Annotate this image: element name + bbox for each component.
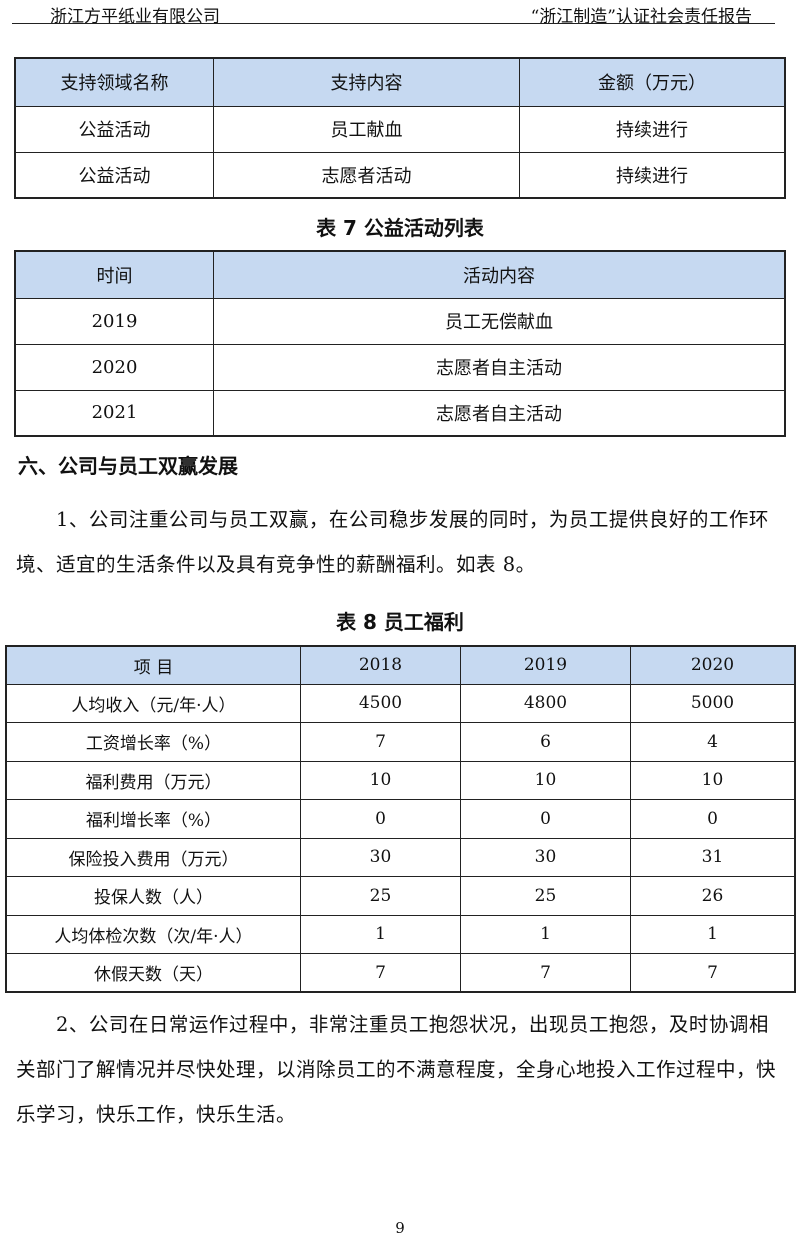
- col-header: 项 目: [5, 645, 301, 685]
- table-row: 休假天数（天） 7 7 7: [5, 953, 796, 993]
- cell: 持续进行: [519, 151, 786, 199]
- cell: 0: [630, 799, 796, 839]
- cell: 志愿者活动: [213, 151, 520, 199]
- cell: 26: [630, 876, 796, 916]
- col-header: 2018: [300, 645, 461, 685]
- cell: 休假天数（天）: [5, 953, 301, 993]
- table-row: 福利费用（万元） 10 10 10: [5, 760, 796, 800]
- cell: 5000: [630, 683, 796, 723]
- cell: 2019: [14, 297, 214, 345]
- cell: 1: [460, 914, 631, 954]
- col-header: 支持内容: [213, 57, 520, 107]
- cell: 持续进行: [519, 105, 786, 153]
- cell: 福利费用（万元）: [5, 760, 301, 800]
- cell: 10: [300, 760, 461, 800]
- cell: 7: [300, 953, 461, 993]
- paragraph-text: 1、公司注重公司与员工双赢，在公司稳步发展的同时，为员工提供良好的工作环境、适宜…: [16, 508, 769, 576]
- table8-caption: 表 8 员工福利: [336, 610, 464, 634]
- cell: 6: [460, 722, 631, 762]
- cell: 4800: [460, 683, 631, 723]
- cell: 7: [300, 722, 461, 762]
- cell: 7: [630, 953, 796, 993]
- cell: 公益活动: [14, 105, 214, 153]
- support-table: 支持领域名称 支持内容 金额（万元） 公益活动 员工献血 持续进行 公益活动 志愿者活…: [14, 57, 786, 199]
- table-row: 公益活动 志愿者活动 持续进行: [14, 151, 786, 199]
- table-row: 人均体检次数（次/年·人） 1 1 1: [5, 914, 796, 954]
- table7-caption: 表 7 公益活动列表: [316, 216, 484, 240]
- paragraph-1: 1、公司注重公司与员工双赢，在公司稳步发展的同时，为员工提供良好的工作环境、适宜…: [16, 497, 786, 587]
- cell: 1: [630, 914, 796, 954]
- header-report-title: “浙江制造”认证社会责任报告: [530, 7, 752, 27]
- cell: 4500: [300, 683, 461, 723]
- table-row: 工资增长率（%） 7 6 4: [5, 722, 796, 762]
- col-header: 支持领域名称: [14, 57, 214, 107]
- cell: 1: [300, 914, 461, 954]
- cell: 投保人数（人）: [5, 876, 301, 916]
- cell: 员工献血: [213, 105, 520, 153]
- cell: 志愿者自主活动: [213, 389, 786, 437]
- col-header: 2019: [460, 645, 631, 685]
- paragraph-2: 2、公司在日常运作过程中，非常注重员工抱怨状况，出现员工抱怨，及时协调相关部门了…: [16, 1002, 786, 1137]
- section-heading: 六、公司与员工双赢发展: [18, 454, 238, 478]
- cell: 志愿者自主活动: [213, 343, 786, 391]
- cell: 7: [460, 953, 631, 993]
- cell: 10: [460, 760, 631, 800]
- cell: 2021: [14, 389, 214, 437]
- table-row: 福利增长率（%） 0 0 0: [5, 799, 796, 839]
- cell: 公益活动: [14, 151, 214, 199]
- table-row: 保险投入费用（万元） 30 30 31: [5, 837, 796, 877]
- cell: 25: [460, 876, 631, 916]
- cell: 0: [460, 799, 631, 839]
- header-divider: [12, 23, 775, 24]
- col-header: 时间: [14, 250, 214, 299]
- table-row: 人均收入（元/年·人） 4500 4800 5000: [5, 683, 796, 723]
- cell: 10: [630, 760, 796, 800]
- employee-benefits-table: 项 目 2018 2019 2020 人均收入（元/年·人） 4500 4800 50…: [5, 645, 796, 993]
- page-number: 9: [395, 1219, 405, 1237]
- cell: 2020: [14, 343, 214, 391]
- table-row: 投保人数（人） 25 25 26: [5, 876, 796, 916]
- table-row: 公益活动 员工献血 持续进行: [14, 105, 786, 153]
- header-company: 浙江方平纸业有限公司: [50, 7, 220, 27]
- cell: 30: [460, 837, 631, 877]
- cell: 30: [300, 837, 461, 877]
- cell: 人均收入（元/年·人）: [5, 683, 301, 723]
- col-header: 活动内容: [213, 250, 786, 299]
- cell: 4: [630, 722, 796, 762]
- table-row: 2021 志愿者自主活动: [14, 389, 786, 437]
- paragraph-text: 2、公司在日常运作过程中，非常注重员工抱怨状况，出现员工抱怨，及时协调相关部门了…: [16, 1013, 777, 1126]
- table-row: 2019 员工无偿献血: [14, 297, 786, 345]
- charity-activity-table: 时间 活动内容 2019 员工无偿献血 2020 志愿者自主活动 2021 志愿者自主…: [14, 250, 786, 437]
- col-header: 2020: [630, 645, 796, 685]
- cell: 保险投入费用（万元）: [5, 837, 301, 877]
- cell: 31: [630, 837, 796, 877]
- cell: 25: [300, 876, 461, 916]
- cell: 0: [300, 799, 461, 839]
- cell: 福利增长率（%）: [5, 799, 301, 839]
- table-row: 2020 志愿者自主活动: [14, 343, 786, 391]
- cell: 员工无偿献血: [213, 297, 786, 345]
- cell: 工资增长率（%）: [5, 722, 301, 762]
- col-header: 金额（万元）: [519, 57, 786, 107]
- cell: 人均体检次数（次/年·人）: [5, 914, 301, 954]
